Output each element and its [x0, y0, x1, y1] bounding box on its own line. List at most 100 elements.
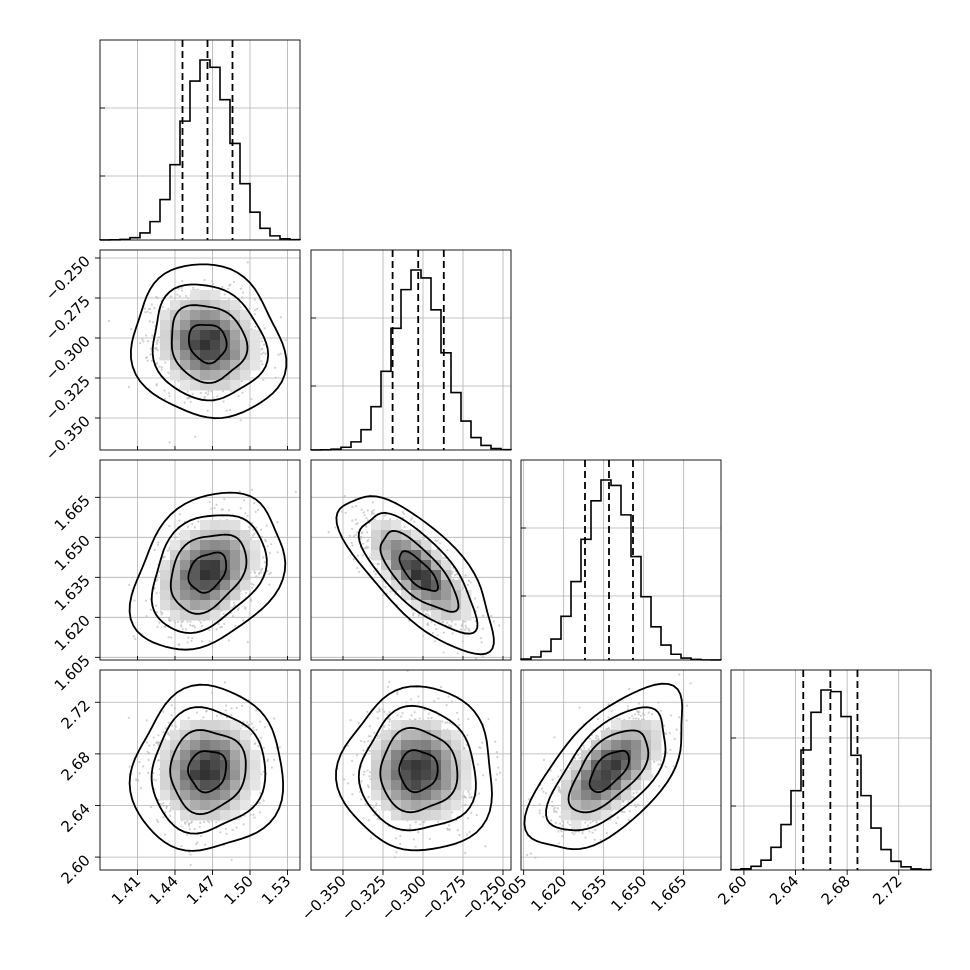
panel-frame — [310, 249, 512, 451]
sample-point — [401, 712, 404, 715]
sample-point — [167, 733, 170, 736]
sample-point — [594, 737, 598, 740]
sample-point — [231, 615, 235, 618]
density-cell — [421, 780, 432, 791]
sample-point — [144, 311, 147, 314]
density-cell — [160, 780, 171, 791]
sample-point — [261, 567, 264, 570]
density-cell — [160, 570, 171, 581]
sample-point — [365, 517, 368, 520]
contour-level-3 — [128, 683, 285, 852]
sample-point — [366, 710, 369, 714]
sample-point — [369, 735, 372, 738]
sample-point — [657, 701, 660, 704]
sample-point — [542, 758, 546, 762]
sample-point — [479, 746, 482, 750]
sample-point — [433, 623, 436, 626]
density-cell — [170, 600, 181, 611]
sample-point — [605, 728, 608, 731]
density-cell — [401, 810, 412, 821]
sample-point — [144, 599, 148, 602]
sample-point — [196, 841, 199, 844]
sample-point — [266, 545, 269, 548]
sample-point — [128, 385, 131, 388]
density-cell — [210, 520, 221, 531]
sample-point — [462, 620, 465, 623]
density-cell — [180, 310, 191, 321]
sample-point — [167, 308, 170, 311]
sample-point — [246, 721, 249, 724]
sample-point — [366, 540, 369, 543]
sample-point — [162, 731, 165, 734]
sample-point — [334, 526, 337, 529]
sample-point — [194, 626, 197, 629]
sample-point — [621, 799, 625, 803]
density-cell — [401, 550, 412, 561]
sample-point — [368, 771, 372, 774]
sample-point — [139, 342, 142, 345]
sample-point — [360, 798, 363, 801]
sample-point — [456, 829, 459, 832]
sample-point — [155, 592, 158, 595]
sample-point — [262, 770, 265, 774]
density-cell — [170, 740, 181, 751]
sample-point — [217, 623, 220, 626]
sample-point — [177, 379, 180, 383]
density-cell — [170, 760, 181, 771]
sample-point — [170, 636, 173, 639]
sample-point — [269, 571, 272, 574]
sample-point — [146, 359, 149, 362]
sample-point — [526, 853, 529, 857]
density-cell — [391, 560, 402, 571]
sample-point — [492, 620, 495, 623]
sample-point — [134, 637, 137, 641]
density-cell — [160, 600, 171, 611]
density-cell — [391, 800, 402, 811]
x-tick-label: 1.44 — [145, 872, 181, 908]
sample-point — [356, 522, 359, 525]
density-cell — [230, 300, 241, 311]
sample-point — [222, 612, 225, 616]
sample-point — [233, 604, 236, 607]
sample-point — [356, 531, 359, 534]
sample-point — [362, 542, 365, 545]
density-cell — [371, 740, 382, 751]
sample-point — [470, 811, 473, 815]
density-cell — [391, 760, 402, 771]
sample-point — [685, 719, 688, 722]
sample-point — [538, 809, 541, 812]
sample-point — [669, 714, 673, 717]
density-cell — [621, 740, 632, 751]
density-cell — [611, 760, 622, 771]
sample-point — [257, 745, 260, 748]
sample-point — [145, 334, 148, 337]
density-cell — [230, 550, 241, 561]
contour-level-2 — [545, 706, 667, 832]
sample-point — [203, 395, 206, 399]
sample-point — [366, 519, 369, 522]
sample-point — [153, 306, 156, 310]
sample-point — [148, 320, 151, 323]
density-cells — [561, 720, 662, 831]
sample-point — [262, 343, 265, 346]
density-cell — [210, 290, 221, 301]
density-cell — [190, 580, 201, 591]
sample-point — [427, 712, 430, 715]
sample-point — [251, 534, 255, 537]
sample-point — [149, 608, 152, 611]
sample-point — [170, 714, 173, 717]
sample-point — [650, 713, 654, 716]
density-cell — [411, 590, 422, 601]
sample-point — [230, 858, 233, 862]
sample-point — [402, 512, 405, 515]
sample-point — [494, 740, 497, 743]
sample-point — [142, 765, 145, 768]
sample-point — [417, 695, 420, 698]
sample-point — [253, 502, 256, 505]
sample-point — [498, 624, 501, 627]
density-cell — [571, 770, 582, 781]
sample-point — [265, 524, 268, 527]
density-cell — [210, 380, 221, 391]
sample-point — [468, 830, 471, 834]
contour-level-3 — [129, 263, 288, 420]
